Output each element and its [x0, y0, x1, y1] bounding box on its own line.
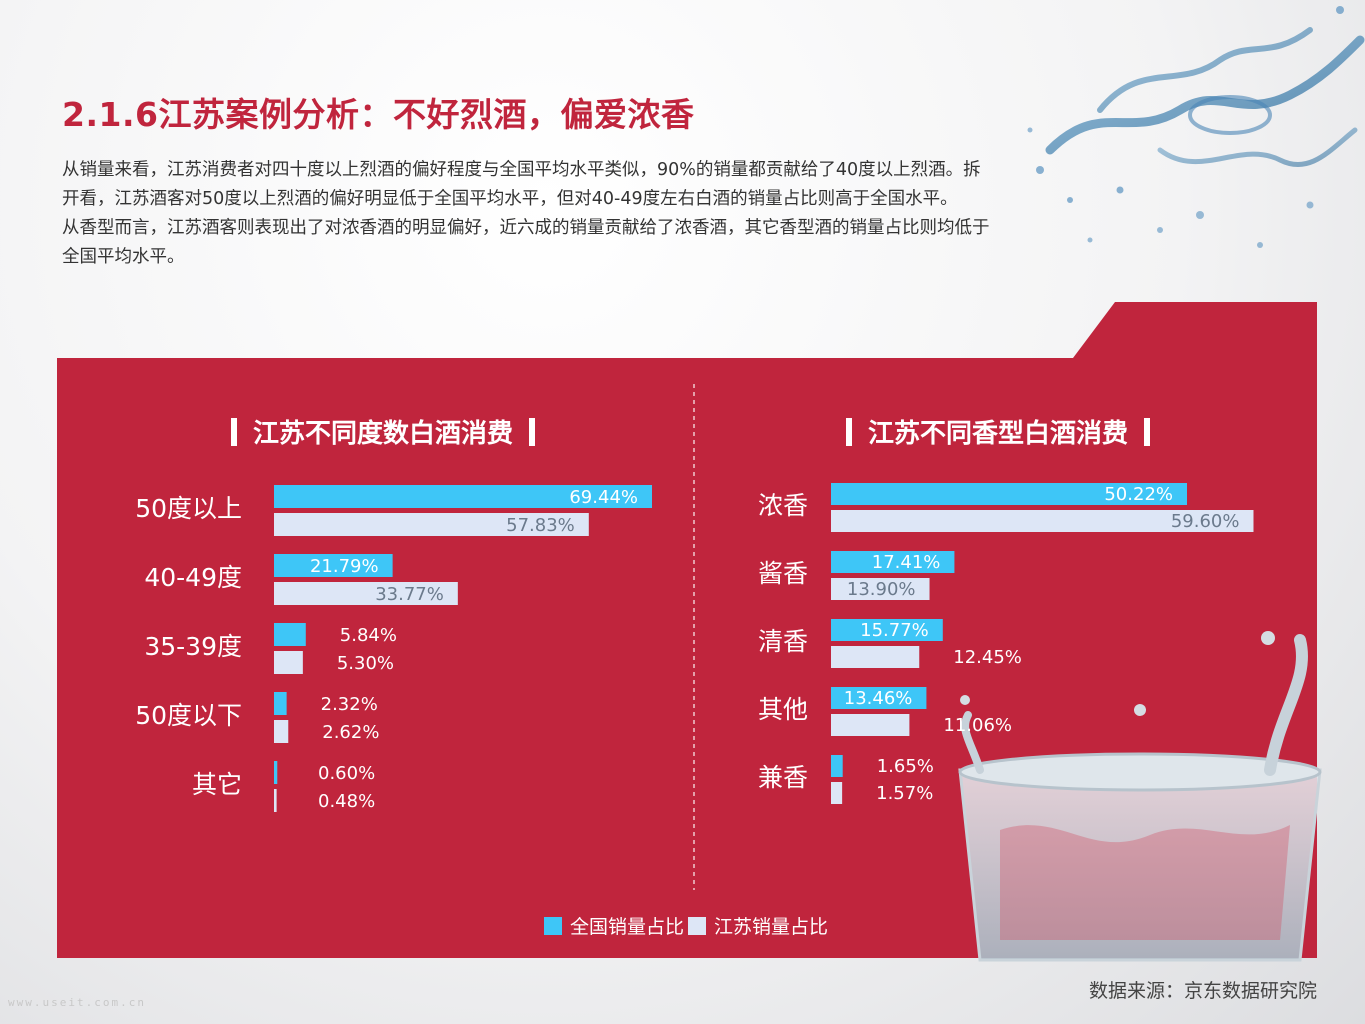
- chart2-bar-jiangsu: [831, 510, 1254, 532]
- intro-paragraph-2: 从香型而言，江苏酒客则表现出了对浓香酒的明显偏好，近六成的销量贡献给了浓香酒，其…: [62, 218, 990, 267]
- chart2-bar-national: [831, 755, 843, 777]
- chart2-value-label: 59.60%: [1171, 511, 1240, 532]
- chart2-category-label: 浓香: [758, 491, 808, 520]
- chart1-value-label: 2.32%: [321, 694, 378, 715]
- chart2-value-label: 50.22%: [1104, 484, 1173, 505]
- glass-image: [958, 631, 1322, 962]
- chart2-title: 江苏不同香型白酒消费: [868, 418, 1128, 449]
- chart1-value-label: 57.83%: [506, 515, 575, 536]
- legend-label-national: 全国销量占比: [570, 916, 685, 938]
- legend-item-national: 全国销量占比: [544, 912, 684, 939]
- chart1-bar-national: [274, 623, 306, 646]
- chart1-bar-jiangsu: [274, 582, 458, 605]
- legend-label-jiangsu: 江苏销量占比: [714, 916, 829, 938]
- chart2-value-label: 17.41%: [872, 552, 941, 573]
- chart2-category-label: 清香: [758, 627, 808, 656]
- chart2-title-bar-left: [846, 418, 852, 446]
- chart2-value-label: 1.65%: [877, 756, 934, 777]
- chart1-bar-national: [274, 761, 278, 784]
- chart2-bar-national: [831, 687, 927, 709]
- chart1-title-bar-left: [231, 418, 237, 446]
- chart1-value-label: 5.30%: [337, 653, 394, 674]
- chart1-value-label: 21.79%: [310, 556, 379, 577]
- chart1-value-label: 2.62%: [322, 722, 379, 743]
- chart1-value-label: 0.60%: [318, 763, 375, 784]
- chart2-value-label: 12.45%: [953, 647, 1022, 668]
- chart1-category-label: 40-49度: [144, 563, 242, 592]
- chart2-bar-national: [831, 619, 943, 641]
- chart-legend: 全国销量占比 江苏销量占比: [544, 912, 832, 939]
- chart1-category-label: 50度以下: [135, 701, 242, 730]
- chart1-bar-jiangsu: [274, 651, 303, 674]
- chart2-category-label: 兼香: [758, 763, 808, 792]
- chart2-bar-national: [831, 551, 955, 573]
- intro-text: 从销量来看，江苏消费者对四十度以上烈酒的偏好程度与全国平均水平类似，90%的销量…: [62, 156, 992, 272]
- chart1-category-label: 50度以上: [135, 494, 242, 523]
- chart1-value-label: 0.48%: [318, 791, 375, 812]
- chart1-category-label: 其它: [192, 770, 242, 799]
- chart2-bar-jiangsu: [831, 714, 910, 736]
- chart2-value-label: 13.90%: [847, 579, 916, 600]
- chart2-title-bar-right: [1144, 418, 1150, 446]
- data-source: 数据来源：京东数据研究院: [1088, 980, 1317, 1002]
- chart1-value-label: 69.44%: [569, 487, 638, 508]
- chart2-category-label: 酱香: [758, 559, 808, 588]
- chart1-bar-national: [274, 485, 652, 508]
- chart1-title-bar-right: [529, 418, 535, 446]
- chart2-value-label: 15.77%: [860, 620, 929, 641]
- chart1-bar-national: [274, 554, 393, 577]
- legend-swatch-jiangsu: [688, 916, 707, 935]
- chart2-bar-jiangsu: [831, 782, 843, 804]
- legend-item-jiangsu: 江苏销量占比: [688, 912, 828, 939]
- intro-paragraph-1: 从销量来看，江苏消费者对四十度以上烈酒的偏好程度与全国平均水平类似，90%的销量…: [62, 160, 981, 209]
- water-splash-image: [1027, 6, 1365, 248]
- chart2-bar-jiangsu: [831, 646, 920, 668]
- chart1-bar-jiangsu: [274, 789, 277, 812]
- chart2-bar-national: [831, 483, 1187, 505]
- chart1-bar-national: [274, 692, 287, 715]
- chart1-value-label: 33.77%: [375, 584, 444, 605]
- chart2-category-label: 其他: [758, 695, 808, 724]
- chart2-bar-jiangsu: [831, 578, 930, 600]
- chart1-title: 江苏不同度数白酒消费: [253, 418, 513, 449]
- chart1-value-label: 5.84%: [340, 625, 397, 646]
- chart1-category-label: 35-39度: [144, 632, 242, 661]
- chart2-value-label: 13.46%: [844, 688, 913, 709]
- watermark: www.useit.com.cn: [8, 996, 146, 1009]
- chart2-value-label: 11.06%: [943, 715, 1012, 736]
- chart1-bar-jiangsu: [274, 720, 289, 743]
- page-title: 2.1.6江苏案例分析：不好烈酒，偏爱浓香: [62, 95, 695, 134]
- chart2-value-label: 1.57%: [876, 783, 933, 804]
- chart1-bar-jiangsu: [274, 513, 589, 536]
- legend-swatch-national: [544, 916, 562, 935]
